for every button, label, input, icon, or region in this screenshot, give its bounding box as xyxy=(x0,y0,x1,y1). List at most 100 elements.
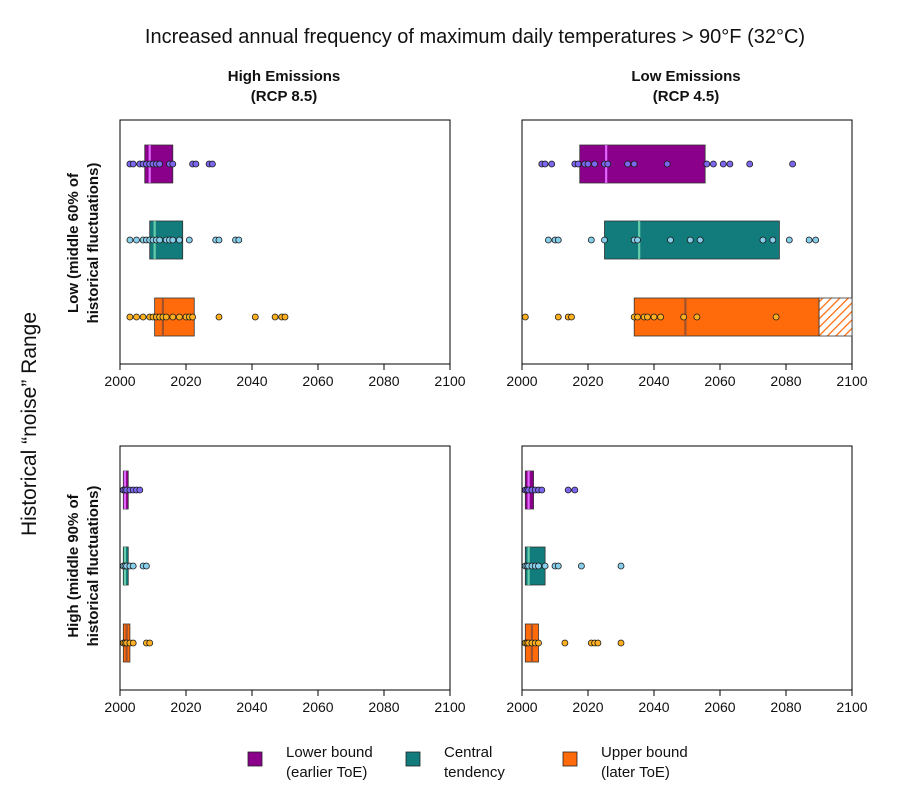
data-point xyxy=(667,236,674,244)
series-upper xyxy=(126,297,289,337)
row-label-1-line2: historical fluctuations) xyxy=(85,163,102,324)
legend-item-lower: Lower bound (earlier ToE) xyxy=(247,744,373,781)
x-tick-label: 2020 xyxy=(572,373,603,389)
series-central xyxy=(126,220,243,260)
data-point xyxy=(169,236,177,244)
data-point xyxy=(574,160,582,168)
series-lower xyxy=(119,470,144,510)
x-tick-label: 2100 xyxy=(836,699,867,715)
data-point xyxy=(175,236,183,244)
data-point xyxy=(541,562,549,570)
legend-item-upper: Upper bound (later ToE) xyxy=(562,744,688,781)
panel-2: 2000 2020 2040 2060 2080 2100 xyxy=(506,119,868,389)
x-tick-label: 2040 xyxy=(236,373,267,389)
legend-label-line2: (earlier ToE) xyxy=(286,764,367,781)
data-point xyxy=(680,313,688,321)
series-central xyxy=(521,546,625,586)
data-point xyxy=(601,236,608,244)
x-tick-label: 2020 xyxy=(170,699,201,715)
legend-label-line2: (later ToE) xyxy=(601,764,670,781)
data-point xyxy=(133,236,140,244)
x-tick-label: 2100 xyxy=(434,373,465,389)
data-point xyxy=(535,639,542,647)
data-point xyxy=(650,313,658,321)
panel-1: 2000 2020 2040 2060 2080 2100 xyxy=(104,119,466,389)
data-point xyxy=(564,486,572,494)
legend-swatch xyxy=(562,751,578,767)
chart-title: Increased annual frequency of maximum da… xyxy=(145,26,805,48)
data-point xyxy=(192,160,200,168)
y-axis-label: Historical “noise” Range xyxy=(18,312,41,536)
data-point xyxy=(175,313,183,321)
data-point xyxy=(634,236,641,244)
box xyxy=(579,144,706,184)
data-point xyxy=(142,562,150,570)
x-tick-label: 2040 xyxy=(638,699,669,715)
data-point xyxy=(554,313,562,321)
data-point xyxy=(541,160,549,168)
data-point xyxy=(703,160,711,168)
box-hatch-extension xyxy=(818,297,853,337)
data-point xyxy=(133,313,140,321)
x-tick-label: 2020 xyxy=(572,699,603,715)
series-lower xyxy=(538,144,796,184)
x-tick-label: 2080 xyxy=(368,373,399,389)
box xyxy=(633,297,820,337)
column-title-2-line1: Low Emissions xyxy=(631,68,740,85)
data-point xyxy=(169,313,177,321)
column-title-2-line2: (RCP 4.5) xyxy=(653,88,719,105)
series-central xyxy=(119,546,150,586)
data-point xyxy=(686,236,694,244)
x-tick-label: 2020 xyxy=(170,373,201,389)
data-point xyxy=(710,160,717,168)
data-point xyxy=(578,562,585,570)
data-point xyxy=(805,236,813,244)
series-upper xyxy=(119,623,154,663)
series-lower xyxy=(126,144,216,184)
column-title-1-line2: (RCP 8.5) xyxy=(251,88,317,105)
data-point xyxy=(568,313,575,321)
data-point xyxy=(812,236,820,244)
data-point xyxy=(746,160,754,168)
data-point xyxy=(663,160,671,168)
data-point xyxy=(554,236,562,244)
legend-swatch xyxy=(247,751,263,767)
x-tick-label: 2000 xyxy=(104,699,135,715)
data-point xyxy=(624,160,631,168)
x-tick-label: 2100 xyxy=(434,699,465,715)
data-point xyxy=(587,236,595,244)
data-point xyxy=(139,313,147,321)
data-point xyxy=(545,236,552,244)
data-point xyxy=(696,236,704,244)
series-upper xyxy=(521,297,853,337)
data-point xyxy=(591,160,598,168)
data-point xyxy=(185,236,193,244)
data-point xyxy=(535,562,542,570)
data-point xyxy=(644,313,651,321)
data-point xyxy=(271,313,279,321)
x-tick-label: 2040 xyxy=(236,699,267,715)
data-point xyxy=(208,160,216,168)
panel-frame xyxy=(521,445,853,691)
x-tick-label: 2080 xyxy=(770,373,801,389)
series-upper xyxy=(521,623,625,663)
x-tick-label: 2040 xyxy=(638,373,669,389)
data-point xyxy=(281,313,289,321)
data-point xyxy=(693,313,701,321)
x-tick-label: 2000 xyxy=(104,373,135,389)
panel-frame xyxy=(119,445,451,691)
data-point xyxy=(126,236,134,244)
data-point xyxy=(789,160,796,168)
data-point xyxy=(657,313,664,321)
x-tick-label: 2000 xyxy=(506,373,537,389)
panels: 2000 2020 2040 2060 2080 2100 2000 2020 2040 2060… xyxy=(104,119,868,715)
data-point xyxy=(548,160,556,168)
row-label-2-line1: High (middle 90% of xyxy=(65,493,82,637)
legend-label-line1: Upper bound xyxy=(601,744,688,761)
data-point xyxy=(129,639,137,647)
series-central xyxy=(545,220,820,260)
data-point xyxy=(769,236,777,244)
data-point xyxy=(215,236,223,244)
x-tick-label: 2000 xyxy=(506,699,537,715)
data-point xyxy=(726,160,734,168)
